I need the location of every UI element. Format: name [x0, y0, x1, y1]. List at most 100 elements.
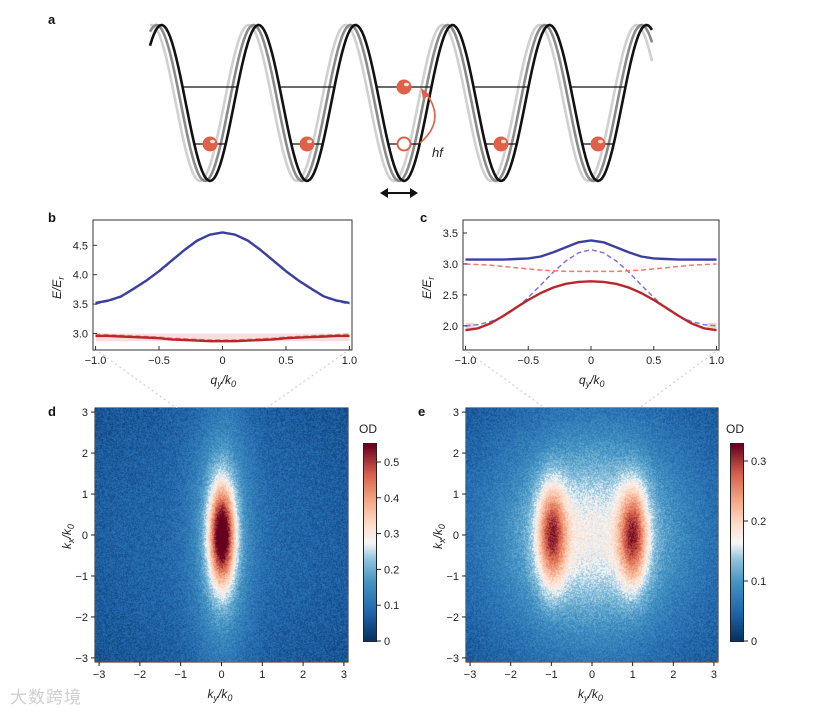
colorbar-tick-label: 0.5 [384, 457, 399, 469]
axis-label-part: x [437, 538, 447, 544]
panel-label-e: e [418, 404, 425, 419]
axis-label-part: /k [431, 528, 445, 539]
y-tick-label: 3 [453, 407, 459, 419]
empty-site [396, 136, 412, 152]
colorbar-tick-label: 0.1 [751, 576, 766, 588]
x-tick-label: −3 [93, 669, 106, 681]
axis-label-part: /k [588, 687, 599, 701]
colorbar-tick-label: 0.3 [751, 456, 766, 468]
x-tick-label: −0.5 [148, 355, 170, 367]
axis-label-part: 0 [598, 693, 603, 703]
y-tick-label: 1 [82, 489, 88, 501]
axis-label-part: E/E [420, 279, 434, 299]
colorbar-tick-label: 0.1 [384, 600, 399, 612]
y-tick-label: −3 [446, 653, 459, 665]
x-tick-label: −3 [464, 669, 477, 681]
axis-label-part: 0 [437, 524, 447, 529]
series-line-upper-band [95, 231, 350, 305]
y-tick-label: 3.0 [73, 329, 88, 341]
axis-label-part: r [56, 276, 66, 280]
y-tick-label: 2 [453, 448, 459, 460]
atom [493, 136, 509, 152]
axis-label-part: y [583, 693, 589, 703]
y-tick-label: 3 [82, 407, 88, 419]
series-line-lower-band-dashed- [465, 263, 717, 273]
y-axis-label: kx/k0 [431, 524, 447, 549]
x-tick-label: 2 [300, 669, 306, 681]
y-tick-label: −2 [446, 612, 459, 624]
x-axis-label: qy/k0 [211, 373, 237, 389]
y-tick-label: −1 [75, 571, 88, 583]
shaded-band-edge [707, 322, 717, 331]
atom [590, 136, 606, 152]
band-plot-b: −1.0 −0.5 0 0.5 1.03.03.54.04.5qy/k0E/Er [50, 219, 357, 389]
colorbar-label: OD [359, 422, 377, 436]
x-tick-label: −0.5 [517, 355, 539, 367]
shake-arrowheads [380, 188, 418, 198]
colorbar-tick-label: 0 [384, 636, 390, 648]
axis-label-part: r [426, 276, 436, 280]
transition-arrow [419, 91, 436, 144]
x-tick-label: −1 [545, 669, 558, 681]
y-tick-label: 0 [453, 530, 459, 542]
lattice-diagram: hf [148, 23, 654, 198]
x-axis-label: ky/k0 [578, 687, 603, 703]
series-line-upper-band [465, 239, 717, 261]
colorbar-e [730, 443, 744, 642]
y-tick-label: 4.0 [73, 270, 88, 282]
x-axis-label: ky/k0 [208, 687, 233, 703]
y-tick-label: 2.5 [443, 290, 458, 302]
y-tick-label: 3.5 [443, 228, 458, 240]
axis-label-part: k [578, 687, 585, 701]
atom [396, 79, 412, 95]
axis-label-part: /k [217, 687, 228, 701]
axis-label-part: q [211, 373, 218, 387]
x-tick-label: 1 [630, 669, 636, 681]
series-line-lower-band [465, 280, 717, 332]
x-tick-label: 0.5 [278, 355, 293, 367]
axis-label-part: y [216, 379, 222, 389]
x-tick-label: 0 [588, 355, 594, 367]
colorbar-tick-label: 0.2 [751, 516, 766, 528]
axis-label-part: 0 [66, 524, 76, 529]
x-tick-label: 1.0 [342, 355, 357, 367]
atom-highlight [403, 82, 410, 87]
colorbar-tick-label: 0.2 [384, 564, 399, 576]
axis-label-part: y [585, 379, 591, 389]
connector-line [467, 351, 547, 410]
band-plot-c: −1.0 −0.5 0 0.5 1.02.02.53.03.5qy/k0E/Er [420, 219, 724, 389]
y-tick-label: −3 [75, 653, 88, 665]
colorbar-tick-label: 0 [751, 636, 757, 648]
y-tick-label: 0 [82, 530, 88, 542]
y-tick-label: −1 [446, 571, 459, 583]
x-tick-label: 0.5 [646, 355, 661, 367]
heatmap-image-d [95, 408, 348, 662]
connector-line [637, 351, 716, 410]
series-line-lower-band [95, 334, 350, 343]
y-tick-label: −2 [75, 612, 88, 624]
x-tick-label: 3 [341, 669, 347, 681]
y-tick-label: 3.0 [443, 259, 458, 271]
x-tick-label: −2 [504, 669, 517, 681]
axis-label-part: E/E [50, 279, 64, 299]
panel-label-b: b [48, 210, 56, 225]
axis-label-part: x [66, 538, 76, 544]
y-tick-label: 3.5 [73, 299, 88, 311]
y-axis-label: E/Er [50, 276, 66, 299]
atom-highlight [597, 139, 604, 144]
x-tick-label: 2 [670, 669, 676, 681]
axis-label-part: k [431, 542, 445, 549]
axis-label-part: q [579, 373, 586, 387]
watermark: 大数跨境 [10, 688, 82, 708]
colorbar-tick-label: 0.4 [384, 493, 399, 505]
axis-label-part: y [213, 693, 219, 703]
connector-line [264, 351, 347, 410]
atom-highlight [306, 139, 313, 144]
y-axis-label: E/Er [420, 276, 436, 299]
axis-label-part: k [208, 687, 215, 701]
panel-label-c: c [420, 210, 427, 225]
series-line-upper-band-dashed- [95, 231, 350, 305]
y-axis-label: kx/k0 [60, 524, 76, 549]
x-tick-label: −2 [134, 669, 147, 681]
y-tick-label: 2 [82, 448, 88, 460]
